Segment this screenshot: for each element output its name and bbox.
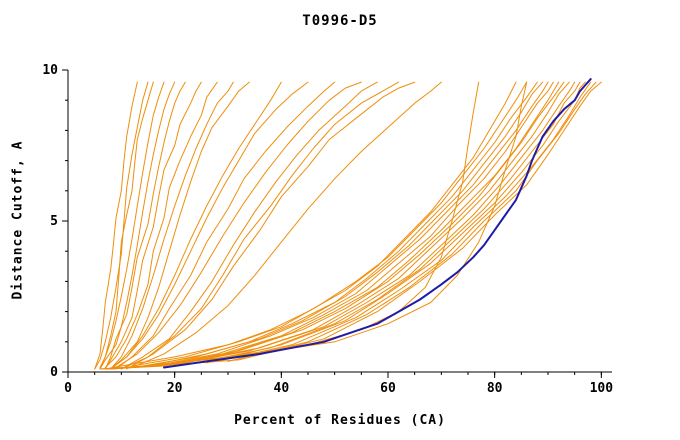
model-curve: [104, 81, 560, 370]
x-tick-label: 0: [64, 381, 72, 396]
model-curve: [168, 81, 565, 365]
model-curve: [115, 81, 362, 368]
model-curve: [152, 81, 528, 367]
y-tick-label: 10: [42, 63, 58, 78]
model-curve: [184, 81, 576, 364]
model-curve: [110, 81, 309, 370]
model-curve: [104, 81, 186, 370]
model-curve: [115, 81, 336, 370]
x-tick-label: 20: [167, 381, 183, 396]
model-curve: [126, 81, 416, 370]
model-curve: [227, 81, 597, 362]
model-curve: [131, 81, 528, 367]
model-curve: [99, 81, 549, 370]
model-curve: [104, 81, 517, 370]
model-curve: [110, 81, 234, 370]
model-curve: [110, 81, 581, 370]
x-axis-label: Percent of Residues (CA): [234, 413, 446, 428]
x-tick-label: 80: [487, 381, 503, 396]
model-curve: [99, 81, 154, 370]
model-curve: [110, 81, 282, 370]
model-curve: [110, 81, 250, 370]
model-curve: [94, 81, 138, 370]
model-curve: [104, 81, 592, 370]
reference-curve: [163, 78, 592, 369]
chart-title: T0996-D5: [302, 13, 378, 29]
model-curve: [158, 81, 554, 367]
x-tick-label: 40: [274, 381, 290, 396]
y-tick-label: 0: [50, 365, 58, 380]
model-curve: [120, 81, 378, 370]
x-tick-label: 100: [590, 381, 614, 396]
model-curve: [104, 81, 218, 368]
model-curve: [206, 81, 586, 364]
model-curve: [104, 81, 538, 370]
model-curve: [131, 81, 442, 368]
model-curve: [120, 81, 400, 370]
x-tick-label: 60: [380, 381, 396, 396]
model-curve: [147, 81, 544, 367]
model-curve: [99, 81, 176, 370]
y-tick-label: 5: [50, 214, 58, 229]
model-curve: [110, 81, 602, 370]
model-curve: [104, 81, 202, 370]
model-curve: [99, 81, 165, 368]
